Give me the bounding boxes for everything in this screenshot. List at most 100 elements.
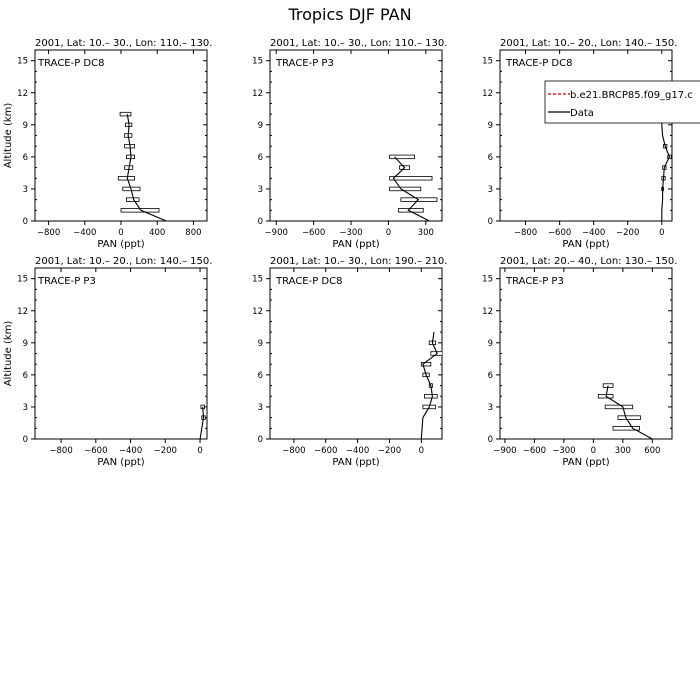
mean-profile-line (605, 385, 653, 439)
campaign-label: TRACE-P DC8 (275, 276, 342, 287)
legend-label: Data (570, 108, 594, 119)
campaign-label: TRACE-P DC8 (505, 58, 572, 69)
plot-frame (499, 49, 673, 222)
range-bar (126, 197, 140, 202)
panel-title: 2001, Lat: 10.– 30., Lon: 190.– 210. (270, 256, 447, 267)
plot-frame (34, 267, 208, 440)
legend: b.e21.BRCP85.f09_g17.c Data (544, 80, 700, 124)
x-axis-label: PAN (ppt) (562, 457, 609, 468)
panels: 2001, Lat: 10.– 30., Lon: 110.– 130. 0 3 6 9… (3, 38, 700, 468)
y-tick-label: 9 (258, 339, 263, 349)
legend-label: b.e21.BRCP85.f09_g17.c (570, 90, 693, 101)
y-tick-label: 12 (482, 307, 493, 317)
y-tick-label: 9 (488, 121, 493, 131)
x-axis-label: PAN (ppt) (332, 239, 379, 250)
y-tick-label: 12 (17, 307, 28, 317)
y-tick-label: 0 (23, 435, 28, 445)
x-tick-label: 300 (418, 228, 434, 238)
y-tick-label: 9 (23, 339, 28, 349)
y-tick-label: 0 (258, 217, 263, 227)
x-tick-label: −200 (616, 228, 639, 238)
y-tick-label: 9 (23, 121, 28, 131)
y-tick-label: 15 (17, 275, 28, 285)
panel-title: 2001, Lat: 20.– 40., Lon: 130.– 150. (500, 256, 677, 267)
y-tick-label: 0 (258, 435, 263, 445)
y-tick-label: 3 (488, 403, 493, 413)
panel-2: 2001, Lat: 10.– 30., Lon: 110.– 130. 0 3 6 9… (252, 38, 447, 250)
y-tick-label: 12 (252, 307, 263, 317)
x-tick-label: −600 (314, 446, 337, 456)
campaign-label: TRACE-P P3 (505, 276, 564, 287)
x-tick-label: −300 (552, 446, 575, 456)
mean-profile-line (420, 332, 438, 439)
data-layer (420, 332, 442, 439)
mean-profile-line (126, 114, 167, 221)
y-axis-label: Altitude (km) (3, 103, 14, 169)
panel-title: 2001, Lat: 10.– 20., Lon: 140.– 150. (500, 38, 677, 49)
plot-frame (269, 49, 443, 222)
range-bar (604, 404, 634, 410)
y-tick-label: 6 (23, 153, 28, 163)
y-tick-label: 3 (23, 185, 28, 195)
y-tick-label: 15 (252, 275, 263, 285)
x-tick-label: 300 (615, 446, 631, 456)
plot-frame (269, 267, 443, 440)
y-tick-label: 12 (17, 89, 28, 99)
panel-title: 2001, Lat: 10.– 30., Lon: 110.– 130. (270, 38, 447, 49)
x-tick-label: −400 (582, 228, 605, 238)
x-tick-label: 0 (386, 228, 391, 238)
panel-title: 2001, Lat: 10.– 20., Lon: 140.– 150. (35, 256, 212, 267)
y-tick-label: 3 (258, 403, 263, 413)
x-tick-label: 600 (644, 446, 660, 456)
x-axis-label: PAN (ppt) (332, 457, 379, 468)
x-tick-label: −600 (84, 446, 107, 456)
panel-5: 2001, Lat: 10.– 30., Lon: 190.– 210. 0 3 6 9… (252, 256, 447, 468)
x-tick-label: 0 (591, 446, 596, 456)
y-tick-label: 3 (488, 185, 493, 195)
campaign-label: TRACE-P P3 (37, 276, 96, 287)
panel-6: 2001, Lat: 20.– 40., Lon: 130.– 150. 0 3 6 9… (482, 256, 677, 468)
data-layer (661, 114, 672, 221)
campaign-label: TRACE-P P3 (275, 58, 334, 69)
panel-title: 2001, Lat: 10.– 30., Lon: 110.– 130. (35, 38, 212, 49)
mean-profile-line (661, 114, 670, 221)
y-tick-label: 0 (488, 217, 493, 227)
y-tick-label: 0 (23, 217, 28, 227)
x-tick-label: −200 (378, 446, 401, 456)
legend-box (544, 80, 700, 124)
x-tick-label: 0 (659, 228, 664, 238)
y-tick-label: 12 (482, 89, 493, 99)
x-tick-label: −400 (119, 446, 142, 456)
y-tick-label: 6 (258, 371, 263, 381)
range-bar (117, 176, 135, 181)
y-tick-label: 0 (488, 435, 493, 445)
x-tick-label: −600 (302, 228, 325, 238)
y-tick-label: 12 (252, 89, 263, 99)
x-tick-label: −800 (514, 228, 537, 238)
data-layer (597, 383, 653, 439)
range-bar (389, 186, 422, 192)
x-tick-label: 0 (118, 228, 123, 238)
y-tick-label: 6 (488, 371, 493, 381)
panel-3: 2001, Lat: 10.– 20., Lon: 140.– 150. 0 3 6 9… (482, 38, 700, 250)
y-tick-label: 15 (17, 57, 28, 67)
x-tick-label: −600 (523, 446, 546, 456)
panel-1: 2001, Lat: 10.– 30., Lon: 110.– 130. 0 3 6 9… (3, 38, 212, 250)
y-tick-label: 15 (482, 57, 493, 67)
campaign-label: TRACE-P DC8 (37, 58, 104, 69)
data-layer (117, 111, 167, 221)
range-bar (424, 394, 438, 399)
y-tick-label: 15 (252, 57, 263, 67)
y-tick-label: 6 (488, 153, 493, 163)
range-bar (389, 154, 415, 160)
range-bar (612, 426, 640, 431)
range-bar (617, 415, 641, 420)
y-tick-label: 9 (258, 121, 263, 131)
x-tick-label: −400 (73, 228, 96, 238)
panel-4: 2001, Lat: 10.– 20., Lon: 140.– 150. 0 3 6 9… (3, 256, 212, 468)
x-tick-label: −800 (37, 228, 60, 238)
y-axis-label: Altitude (km) (3, 321, 14, 387)
x-tick-label: −900 (265, 228, 288, 238)
y-tick-label: 15 (482, 275, 493, 285)
